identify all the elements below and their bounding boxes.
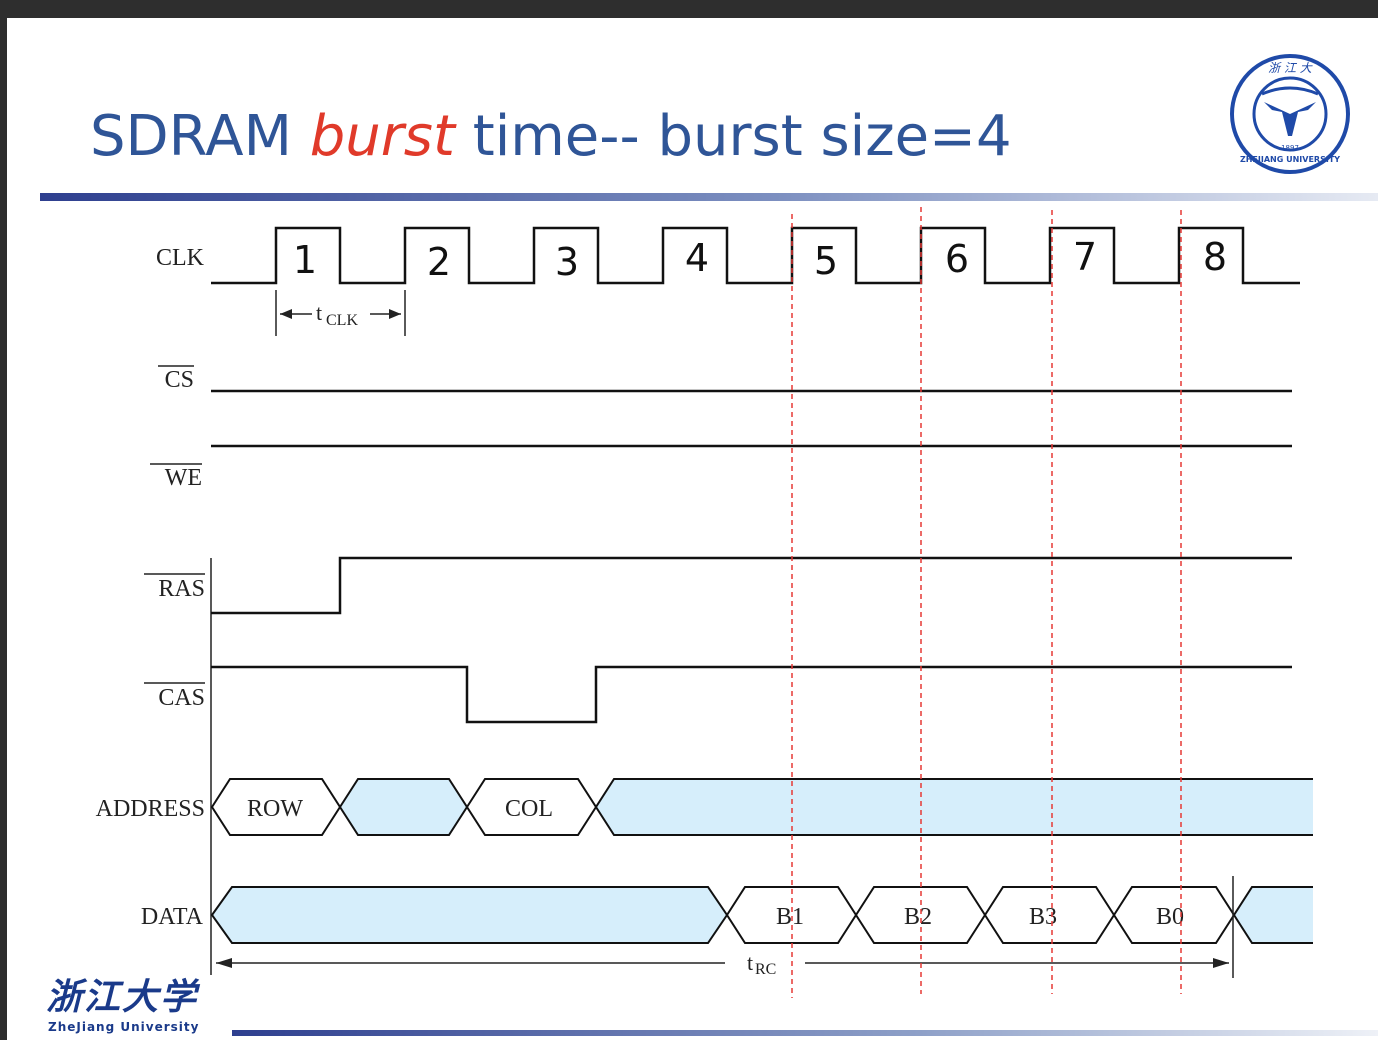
label-cs: CS [165, 367, 194, 393]
trc-annotation: t RC [216, 876, 1234, 978]
clock-cycle-number: 5 [814, 239, 838, 283]
university-wordmark: 浙江大学 ZheJiang University [40, 968, 230, 1038]
title-prefix: SDRAM [90, 104, 310, 169]
university-seal-logo: 浙 江 大 1897 ZHEJIANG UNIVERSITY [1230, 54, 1350, 174]
data-idle-segment [210, 886, 729, 944]
window-left-bar [0, 0, 7, 1040]
label-cas: CAS [158, 685, 205, 711]
data-idle-tail [1234, 887, 1313, 943]
label-address: ADDRESS [96, 796, 205, 822]
address-col-label: COL [505, 796, 553, 822]
label-data: DATA [141, 904, 204, 930]
address-dontcare-segment [338, 778, 469, 836]
title-suffix: time-- burst size=4 [454, 104, 1012, 169]
label-clk: CLK [156, 245, 205, 271]
clock-cycle-number: 2 [427, 240, 451, 284]
clock-cycle-number: 3 [555, 240, 579, 284]
data-word-label: B1 [776, 904, 804, 930]
wordmark-english: ZheJiang University [48, 1020, 200, 1034]
label-we: WE [165, 465, 202, 491]
clock-cycle-number: 8 [1203, 235, 1227, 279]
data-bus: B1 B2 B3 B0 [210, 886, 1313, 944]
data-word-label: B2 [904, 904, 932, 930]
clock-cycle-number: 1 [293, 238, 317, 282]
clock-cycle-number: 7 [1073, 235, 1097, 279]
title-emphasis: burst [309, 104, 455, 169]
address-dontcare-tail [596, 779, 1313, 835]
slide-title: SDRAM burst time-- burst size=4 [90, 104, 1012, 169]
svg-text:1897: 1897 [1281, 144, 1299, 152]
trc-label: t [747, 950, 753, 975]
label-ras: RAS [158, 576, 205, 602]
data-word-label: B3 [1029, 904, 1057, 930]
clk-waveform [211, 226, 1300, 285]
svg-text:ZHEJIANG UNIVERSITY: ZHEJIANG UNIVERSITY [1240, 155, 1340, 164]
slide [7, 18, 1378, 1040]
address-row-label: ROW [247, 796, 303, 822]
tclk-annotation: t CLK [275, 290, 406, 336]
title-underline [40, 193, 1378, 201]
tclk-subscript: CLK [326, 312, 358, 329]
trc-subscript: RC [755, 961, 776, 978]
window-top-bar [0, 0, 1378, 18]
svg-text:浙 江 大: 浙 江 大 [1268, 61, 1313, 75]
footer-rule [232, 1030, 1378, 1036]
clock-cycle-number: 4 [685, 236, 709, 280]
tclk-label: t [316, 300, 322, 325]
ras-waveform [211, 556, 1292, 615]
address-bus: ROW COL [210, 778, 1313, 836]
cas-waveform [211, 665, 1292, 724]
data-word-label: B0 [1156, 904, 1184, 930]
cycle-markers [791, 207, 1182, 998]
clock-cycle-number: 6 [945, 237, 969, 281]
wordmark-chinese: 浙江大学 [46, 976, 199, 1018]
